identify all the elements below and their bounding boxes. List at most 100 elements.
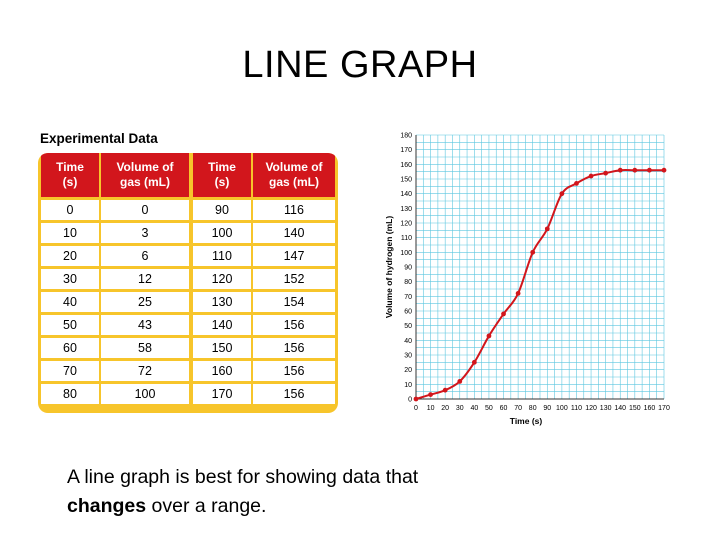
- y-tick-label: 70: [404, 294, 412, 301]
- table-cell: 90: [193, 197, 253, 220]
- y-tick-label: 0: [408, 397, 412, 404]
- table-header-row: Time (s) Volume of gas (mL) Time (s) Vol…: [41, 153, 335, 197]
- table-cell: 43: [101, 312, 189, 335]
- caption-bold-word: changes: [67, 495, 146, 517]
- y-tick-label: 140: [400, 191, 412, 198]
- table-cell: 140: [193, 312, 253, 335]
- x-tick-label: 80: [529, 405, 537, 412]
- table-row: 60 58 150 156: [41, 335, 335, 358]
- data-point: [516, 291, 521, 296]
- table-cell: 30: [41, 266, 101, 289]
- table-cell: 0: [41, 197, 101, 220]
- data-point: [443, 388, 448, 393]
- x-tick-label: 160: [644, 405, 656, 412]
- table-cell: 20: [41, 243, 101, 266]
- y-tick-label: 160: [400, 162, 412, 169]
- data-point: [603, 171, 608, 176]
- table-cell: 3: [101, 220, 189, 243]
- x-tick-label: 90: [543, 405, 551, 412]
- chart-grid: [416, 135, 664, 399]
- caption-line-2: over a range.: [146, 495, 266, 517]
- table-cell: 156: [253, 335, 335, 358]
- table-cell: 70: [41, 358, 101, 381]
- y-tick-label: 100: [400, 250, 412, 257]
- y-tick-label: 130: [400, 206, 412, 213]
- table-cell: 100: [193, 220, 253, 243]
- x-tick-label: 130: [600, 405, 612, 412]
- data-table-frame: Time (s) Volume of gas (mL) Time (s) Vol…: [38, 153, 338, 413]
- table-cell: 12: [101, 266, 189, 289]
- table-cell: 110: [193, 243, 253, 266]
- table-row: 70 72 160 156: [41, 358, 335, 381]
- table-cell: 170: [193, 381, 253, 404]
- x-tick-label: 110: [571, 405, 582, 412]
- table-cell: 130: [193, 289, 253, 312]
- table-cell: 0: [101, 197, 189, 220]
- y-tick-label: 40: [404, 338, 412, 345]
- data-point: [574, 181, 579, 186]
- table-row: 30 12 120 152: [41, 266, 335, 289]
- table-cell: 6: [101, 243, 189, 266]
- y-tick-label: 170: [400, 147, 412, 154]
- table-cell: 40: [41, 289, 101, 312]
- table-cell: 25: [101, 289, 189, 312]
- x-tick-label: 60: [500, 405, 508, 412]
- data-point: [501, 312, 506, 317]
- table-cell: 154: [253, 289, 335, 312]
- table-cell: 100: [101, 381, 189, 404]
- table-cell: 60: [41, 335, 101, 358]
- x-tick-label: 70: [514, 405, 522, 412]
- x-tick-label: 140: [614, 405, 626, 412]
- data-point: [662, 168, 667, 173]
- table-cell: 152: [253, 266, 335, 289]
- header-time-1: Time (s): [41, 153, 101, 197]
- data-point: [589, 174, 594, 179]
- x-tick-label: 150: [629, 405, 641, 412]
- table-row: 50 43 140 156: [41, 312, 335, 335]
- chart-tick-labels: 0 10 20 30 40 50 60 70 80 90 100 110 120 130 140 150 160…: [400, 133, 670, 413]
- line-chart: 0 10 20 30 40 50 60 70 80 90 100 110 120 130 140 150 160…: [380, 125, 680, 435]
- slide-title: LINE GRAPH: [0, 44, 720, 87]
- x-tick-label: 170: [658, 405, 670, 412]
- table-body: 0 0 90 116 10 3 100 140 20 6 110 147 30 12 120 152 40 25 1…: [41, 197, 335, 404]
- header-time-2: Time (s): [193, 153, 253, 197]
- table-row: 20 6 110 147: [41, 243, 335, 266]
- x-tick-label: 20: [441, 405, 449, 412]
- table-cell: 120: [193, 266, 253, 289]
- caption-line-1: A line graph is best for showing data th…: [67, 466, 418, 488]
- y-tick-label: 10: [404, 382, 412, 389]
- table-cell: 150: [193, 335, 253, 358]
- y-tick-label: 150: [400, 177, 412, 184]
- x-tick-label: 50: [485, 405, 493, 412]
- x-tick-label: 30: [456, 405, 464, 412]
- x-tick-label: 120: [585, 405, 597, 412]
- experimental-data-table: Time (s) Volume of gas (mL) Time (s) Vol…: [41, 153, 335, 404]
- table-row: 10 3 100 140: [41, 220, 335, 243]
- header-volume-2: Volume of gas (mL): [253, 153, 335, 197]
- y-tick-label: 80: [404, 279, 412, 286]
- table-cell: 156: [253, 358, 335, 381]
- y-tick-label: 30: [404, 353, 412, 360]
- data-point: [472, 360, 477, 365]
- data-point: [559, 191, 564, 196]
- y-tick-label: 120: [400, 221, 412, 228]
- table-cell: 160: [193, 358, 253, 381]
- table-cell: 156: [253, 381, 335, 404]
- y-tick-label: 20: [404, 367, 412, 374]
- data-point: [487, 334, 492, 339]
- data-point: [545, 226, 550, 231]
- data-point: [632, 168, 637, 173]
- data-point: [428, 392, 433, 397]
- data-point: [530, 250, 535, 255]
- y-tick-label: 110: [401, 235, 412, 242]
- y-tick-label: 90: [404, 265, 412, 272]
- table-cell: 50: [41, 312, 101, 335]
- header-volume-1: Volume of gas (mL): [101, 153, 189, 197]
- caption: A line graph is best for showing data th…: [67, 463, 627, 521]
- x-tick-label: 10: [427, 405, 435, 412]
- table-cell: 156: [253, 312, 335, 335]
- table-cell: 147: [253, 243, 335, 266]
- table-cell: 80: [41, 381, 101, 404]
- table-heading: Experimental Data: [40, 131, 158, 146]
- data-point: [414, 397, 419, 402]
